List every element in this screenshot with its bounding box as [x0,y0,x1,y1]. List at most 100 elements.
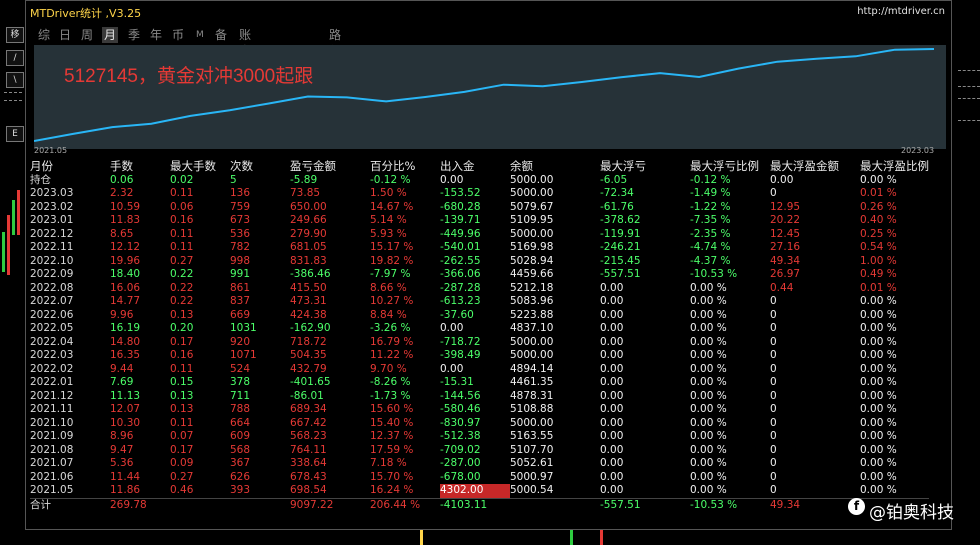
table-cell: 0.11 [170,241,194,253]
column-header[interactable]: 次数 [230,159,253,173]
table-cell: 7.69 [110,376,134,388]
site-link[interactable]: http://mtdriver.cn [857,6,945,17]
table-cell: 5163.55 [510,430,554,442]
table-cell: 2021.08 [30,443,74,456]
tab-account[interactable]: 账户 [239,28,252,58]
watermark: f @铂奥科技 [848,498,954,523]
column-header[interactable]: 手数 [110,159,133,173]
table-row[interactable]: 2021.06 11.44 0.27 626 678.43 15.70 % -678.00 5… [30,471,929,485]
table-cell: -153.52 [440,187,481,199]
tab-m[interactable]: M [196,30,204,40]
table-row[interactable]: 2023.01 11.83 0.16 673 249.66 5.14 % -139.71 51… [30,214,929,228]
table-row[interactable]: 2022.11 12.12 0.11 782 681.05 15.17 % -540.01 5… [30,241,929,255]
table-cell: 0.00 [600,362,624,375]
side-button[interactable]: / [6,50,24,66]
table-cell: 678.43 [290,470,327,483]
table-row[interactable]: 2022.12 8.65 0.11 536 279.90 5.93 % -449.96 500… [30,228,929,242]
side-button[interactable]: E [6,126,24,142]
side-button[interactable]: \ [6,72,24,88]
table-row[interactable]: 2022.10 19.96 0.27 998 831.83 19.82 % -262.55 5… [30,255,929,269]
table-cell: 0.25 % [860,227,897,240]
table-cell: 0.40 % [860,214,897,226]
table-cell: 609 [230,430,251,442]
table-row[interactable]: 2021.05 11.86 0.46 393 698.54 16.24 % 4302.00 5… [30,484,929,498]
table-cell: 0.00 [600,308,624,321]
table-cell: 378 [230,376,251,388]
column-header[interactable]: 百分比% [370,159,416,173]
table-cell: 0.00 [600,281,624,294]
table-cell: 2022.08 [30,281,74,294]
table-cell: -139.71 [440,214,481,226]
column-header[interactable]: 最大手数 [170,159,216,173]
table-row[interactable]: 2021.10 10.30 0.11 664 667.42 15.40 % -830.97 5… [30,417,929,431]
column-header[interactable]: 最大浮盈比例 [860,159,929,173]
table-cell: 5079.67 [510,200,554,213]
table-cell: 0.46 [170,484,194,496]
table-cell: -15.31 [440,376,474,388]
level-line [4,100,22,101]
table-cell: 0.00 [600,389,624,402]
table-cell: 9.44 [110,362,134,375]
tab-summary[interactable]: 综 [38,28,51,42]
table-cell: 2023.01 [30,214,74,226]
table-row[interactable]: 2021.12 11.13 0.13 711 -86.01 -1.73 % -144.56 4… [30,390,929,404]
table-cell: 0.00 % [690,430,727,442]
table-cell: 0.00 % [860,173,897,186]
table-cell: 0 [770,295,777,307]
total-row[interactable]: 合计 269.78 9097.22 206.44 % -4103.11 -557.51 -1… [30,497,929,512]
table-row[interactable]: 2023.02 10.59 0.06 759 650.00 14.67 % -680.28 5… [30,201,929,215]
tab-path[interactable]: 路径 [329,28,342,58]
tab-currency[interactable]: 币 [172,28,185,42]
column-header[interactable]: 最大浮盈金额 [770,159,839,173]
table-row[interactable]: 2022.06 9.96 0.13 669 424.38 8.84 % -37.60 5223… [30,309,929,323]
table-row[interactable]: 2021.09 8.96 0.07 609 568.23 12.37 % -512.38 51… [30,430,929,444]
table-cell: 1071 [230,349,257,361]
table-cell: 1031 [230,322,257,334]
table-row[interactable]: 2022.09 18.40 0.22 991 -386.46 -7.97 % -366.06… [30,268,929,282]
tab-month[interactable]: 月 [102,27,119,43]
tab-week[interactable]: 周 [81,28,94,42]
tab-quarter[interactable]: 季 [128,28,141,42]
table-row[interactable]: 2022.03 16.35 0.16 1071 504.35 11.22 % -398.49… [30,349,929,363]
table-cell: 2.32 [110,187,134,199]
table-cell: 0.22 [170,268,194,280]
table-cell: 10.30 [110,416,141,429]
side-button[interactable]: 移 [6,27,24,43]
tab-day[interactable]: 日 [59,28,72,42]
holding-row[interactable]: 持仓 0.06 0.02 5 -5.89 -0.12 % 0.00 5000.00 -6.05 -… [30,174,929,188]
table-cell: -557.51 [600,497,690,512]
table-cell: 0.01 % [860,281,897,294]
column-header[interactable]: 余额 [510,159,533,173]
column-header[interactable]: 最大浮亏 [600,159,646,173]
column-header[interactable]: 出入金 [440,159,475,173]
table-cell: 2021.06 [30,470,74,483]
table-cell: 5000.00 [510,173,554,186]
table-cell: -0.12 % [690,173,731,186]
table-cell: 991 [230,268,251,280]
table-row[interactable]: 2022.04 14.80 0.17 920 718.72 16.79 % -718.72 5… [30,336,929,350]
table-row[interactable]: 2022.02 9.44 0.11 524 432.79 9.70 % 0.00 4894.1… [30,363,929,377]
table-cell: -401.65 [290,376,331,388]
table-row[interactable]: 2022.08 16.06 0.22 861 415.50 8.66 % -287.28 52… [30,282,929,296]
tab-year[interactable]: 年 [150,28,163,42]
table-row[interactable]: 2021.08 9.47 0.17 568 764.11 17.59 % -709.02 51… [30,444,929,458]
chart-end-date: 2023.03 [901,146,935,155]
table-row[interactable]: 2022.01 7.69 0.15 378 -401.65 -8.26 % -15.31 44… [30,376,929,390]
table-row[interactable]: 2022.05 16.19 0.20 1031 -162.90 -3.26 % 0.00 48… [30,322,929,336]
table-row[interactable]: 2023.03 2.32 0.11 136 73.85 1.50 % -153.52 5000… [30,187,929,201]
table-row[interactable]: 2022.07 14.77 0.22 837 473.31 10.27 % -613.23 5… [30,295,929,309]
table-cell: 0.00 [600,457,624,469]
table-cell: 664 [230,416,251,429]
table-cell: 5109.95 [510,214,554,226]
table-cell: 0.00 [600,430,624,442]
table-cell: 5052.61 [510,457,554,469]
column-header[interactable]: 最大浮亏比例 [690,159,759,173]
column-header[interactable]: 月份 [30,159,53,173]
table-cell: 0.00 % [690,295,727,307]
table-row[interactable]: 2021.11 12.07 0.13 788 689.34 15.60 % -580.46 5… [30,403,929,417]
table-row[interactable]: 2021.07 5.36 0.09 367 338.64 7.18 % -287.00 505… [30,457,929,471]
tab-notes[interactable]: 备 [215,28,228,42]
table-cell: 0.00 [600,443,624,456]
column-header[interactable]: 盈亏金额 [290,159,336,173]
table-cell: 206.44 % [370,497,440,512]
